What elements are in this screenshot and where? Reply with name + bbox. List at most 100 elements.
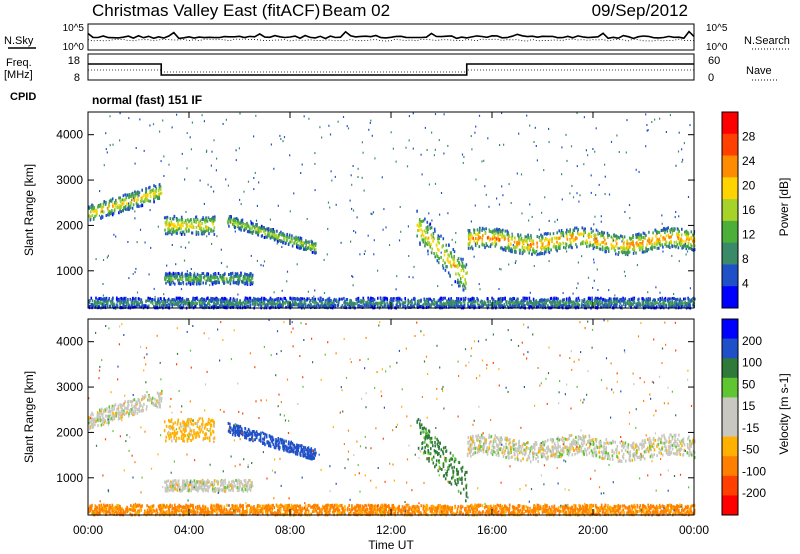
range-cell bbox=[582, 300, 585, 303]
range-cell bbox=[570, 241, 572, 245]
range-cell bbox=[639, 243, 641, 247]
range-cell bbox=[338, 297, 341, 301]
range-cell bbox=[231, 305, 233, 309]
range-cell bbox=[433, 237, 435, 241]
range-cell bbox=[435, 300, 438, 304]
speckle-cell bbox=[665, 131, 667, 133]
range-cell bbox=[115, 297, 118, 301]
range-cell bbox=[544, 232, 547, 236]
range-cell bbox=[519, 249, 522, 252]
range-cell bbox=[169, 273, 172, 277]
range-cell bbox=[468, 241, 471, 245]
range-cell bbox=[587, 233, 589, 237]
speckle-cell bbox=[625, 151, 627, 154]
range-cell bbox=[312, 243, 314, 247]
range-cell bbox=[263, 226, 265, 230]
range-cell bbox=[664, 231, 666, 235]
range-cell bbox=[504, 247, 507, 251]
range-cell bbox=[299, 246, 302, 250]
range-cell bbox=[627, 248, 630, 252]
range-cell bbox=[595, 233, 597, 237]
range-cell bbox=[664, 242, 667, 246]
range-cell bbox=[687, 242, 690, 245]
range-cell bbox=[176, 226, 178, 230]
range-cell bbox=[164, 228, 166, 232]
range-cell bbox=[632, 236, 634, 240]
range-cell bbox=[178, 278, 180, 282]
speckle-cell bbox=[608, 193, 611, 196]
speckle-cell bbox=[323, 292, 326, 294]
range-cell bbox=[322, 305, 325, 309]
range-cell bbox=[190, 301, 192, 305]
speckle-cell bbox=[659, 291, 661, 294]
range-cell bbox=[282, 232, 285, 236]
range-cell bbox=[505, 301, 508, 305]
range-cell bbox=[531, 239, 533, 243]
range-cell bbox=[617, 252, 619, 256]
nave-label: Nave bbox=[746, 65, 772, 77]
range-cell bbox=[256, 303, 259, 306]
range-cell bbox=[417, 303, 419, 307]
range-cell bbox=[131, 206, 134, 210]
range-cell bbox=[680, 233, 683, 237]
range-cell bbox=[291, 300, 294, 304]
range-cell bbox=[200, 277, 202, 281]
speckle-cell bbox=[408, 255, 410, 257]
range-cell bbox=[95, 419, 97, 423]
range-cell bbox=[179, 303, 182, 307]
speckle-cell bbox=[494, 228, 496, 231]
speckle-cell bbox=[239, 198, 241, 201]
range-cell bbox=[116, 299, 119, 303]
range-cell bbox=[689, 246, 691, 250]
range-cell bbox=[241, 303, 244, 307]
range-cell bbox=[239, 277, 241, 281]
range-cell bbox=[434, 301, 437, 305]
colorbar-swatch bbox=[722, 199, 738, 222]
range-cell bbox=[167, 280, 169, 283]
range-cell bbox=[208, 227, 210, 231]
speckle-cell bbox=[205, 150, 208, 153]
range-cell bbox=[172, 225, 175, 229]
range-cell bbox=[575, 243, 577, 246]
range-cell bbox=[114, 204, 117, 208]
y-tick-label: 2000 bbox=[56, 218, 83, 232]
range-cell bbox=[577, 296, 580, 300]
range-cell bbox=[204, 274, 206, 278]
range-cell bbox=[662, 238, 664, 242]
range-cell bbox=[158, 392, 161, 396]
range-cell bbox=[481, 226, 484, 230]
range-cell bbox=[200, 275, 202, 279]
range-cell bbox=[616, 297, 619, 301]
range-cell bbox=[432, 231, 435, 235]
range-cell bbox=[468, 229, 471, 233]
range-cell bbox=[238, 227, 241, 231]
range-cell bbox=[249, 230, 252, 234]
speckle-cell bbox=[392, 147, 394, 150]
range-cell bbox=[148, 398, 150, 402]
range-cell bbox=[445, 302, 447, 306]
range-cell bbox=[502, 297, 505, 301]
range-cell bbox=[123, 413, 126, 416]
range-cell bbox=[88, 215, 91, 219]
range-cell bbox=[136, 191, 139, 195]
range-cell bbox=[472, 300, 474, 303]
range-cell bbox=[317, 304, 320, 307]
range-cell bbox=[324, 301, 327, 305]
speckle-cell bbox=[186, 270, 188, 273]
range-cell bbox=[553, 242, 555, 246]
range-cell bbox=[270, 298, 273, 302]
range-cell bbox=[181, 221, 184, 225]
range-cell bbox=[591, 243, 593, 247]
speckle-cell bbox=[201, 218, 203, 221]
range-cell bbox=[449, 260, 451, 264]
range-cell bbox=[520, 238, 522, 242]
range-cell bbox=[582, 240, 585, 244]
speckle-cell bbox=[541, 211, 543, 214]
range-cell bbox=[302, 242, 304, 246]
range-cell bbox=[155, 399, 158, 403]
range-cell bbox=[421, 219, 424, 223]
range-cell bbox=[532, 249, 534, 253]
range-cell bbox=[274, 234, 277, 238]
range-cell bbox=[110, 301, 112, 305]
range-cell bbox=[658, 305, 661, 309]
